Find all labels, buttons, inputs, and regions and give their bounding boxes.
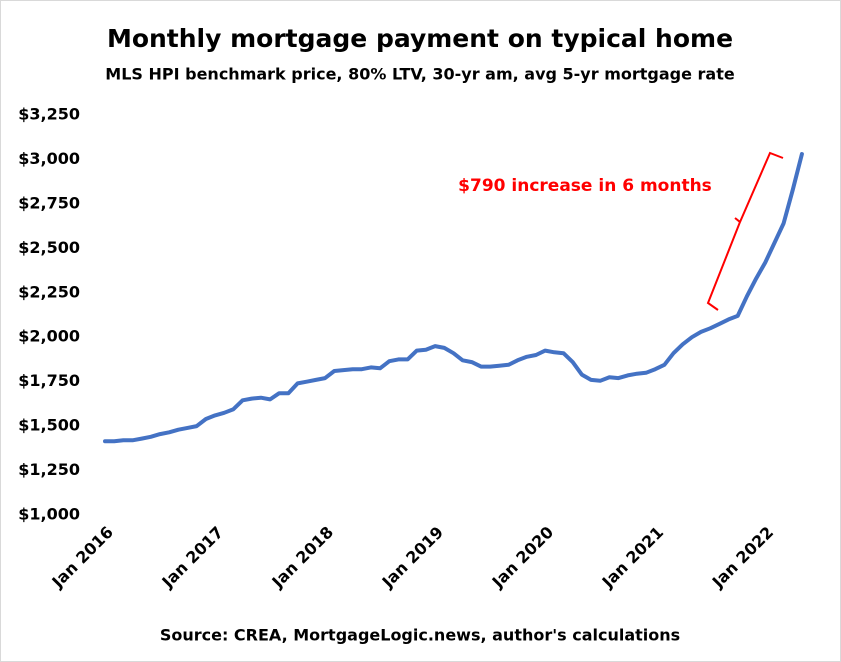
y-tick-label: $1,750 <box>18 371 80 390</box>
y-tick-label: $1,000 <box>18 505 80 524</box>
y-tick-label: $3,250 <box>18 105 80 124</box>
y-tick-label: $1,250 <box>18 460 80 479</box>
y-tick-label: $2,500 <box>18 238 80 257</box>
annotation-bracket <box>706 151 784 311</box>
y-tick-label: $1,500 <box>18 416 80 435</box>
data-line <box>103 152 804 444</box>
chart-title: Monthly mortgage payment on typical home <box>107 24 733 53</box>
chart-subtitle: MLS HPI benchmark price, 80% LTV, 30-yr … <box>105 65 735 84</box>
source-note: Source: CREA, MortgageLogic.news, author… <box>160 626 680 645</box>
y-tick-label: $2,250 <box>18 282 80 301</box>
y-tick-label: $2,000 <box>18 327 80 346</box>
annotation: $790 increase in 6 months <box>458 176 712 196</box>
y-tick-label: $2,750 <box>18 193 80 212</box>
y-tick-label: $3,000 <box>18 149 80 168</box>
